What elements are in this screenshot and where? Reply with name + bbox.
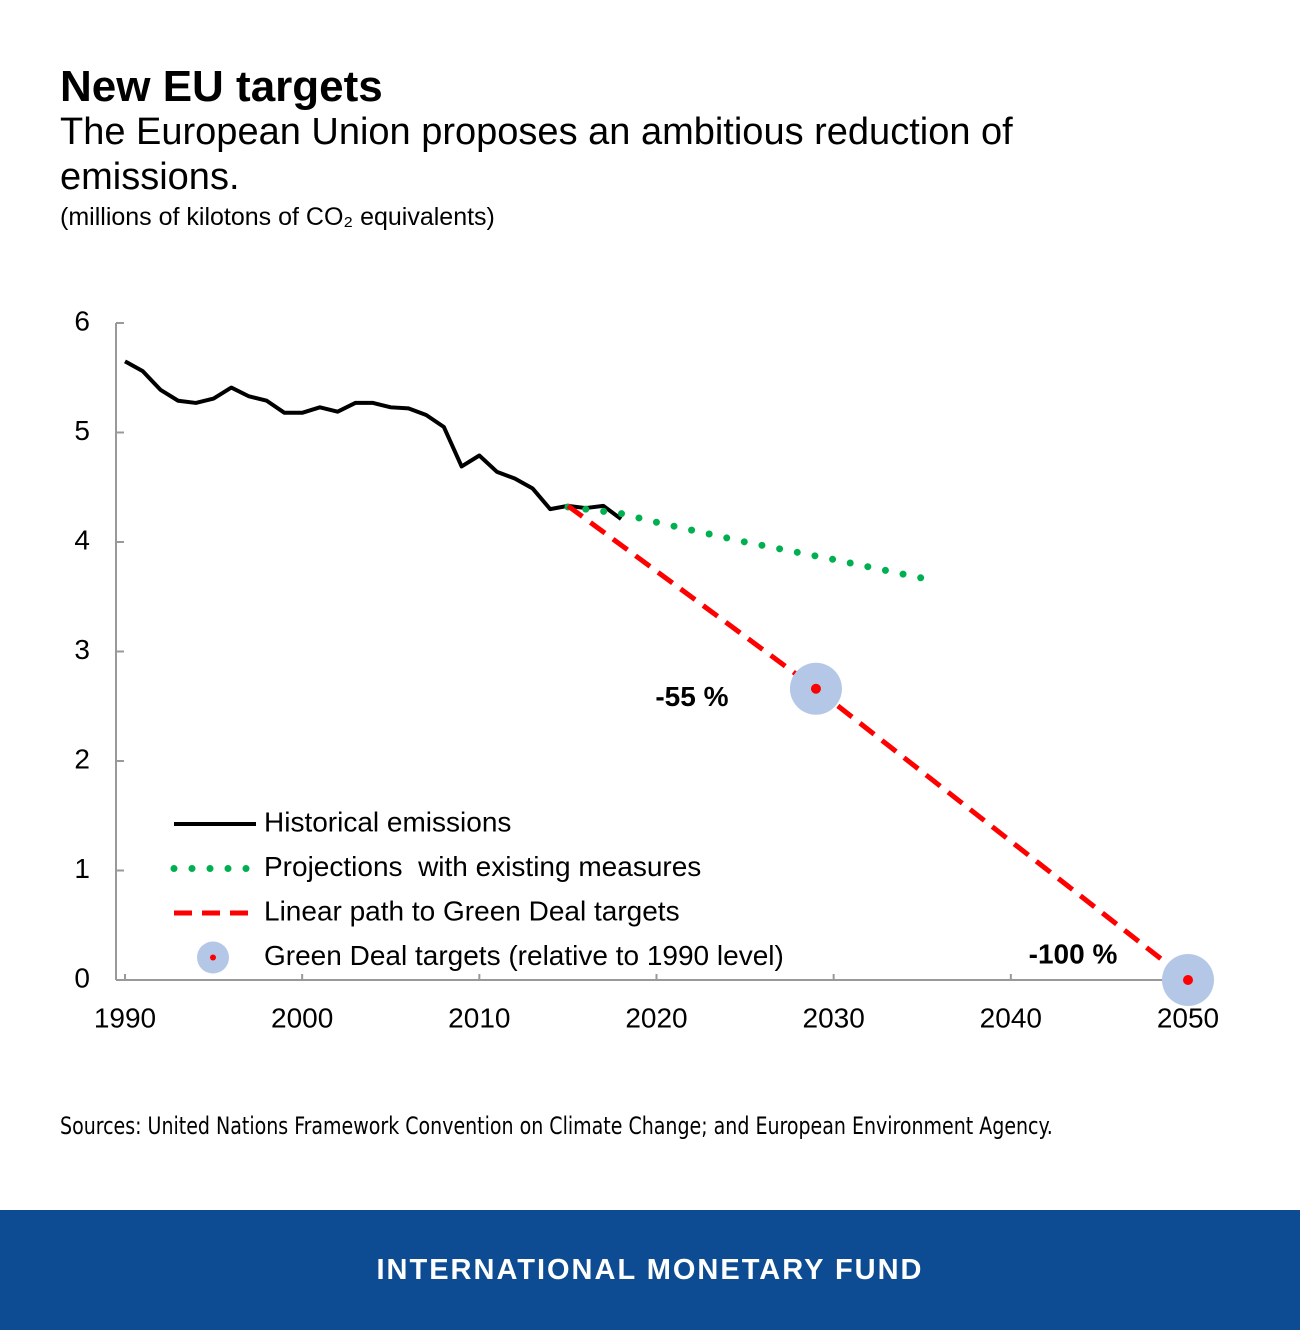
y-tick-label: 0 <box>74 962 90 993</box>
target-dot <box>810 683 821 694</box>
x-tick-label: 2040 <box>980 1002 1042 1033</box>
annotation: -100 % <box>1029 938 1118 969</box>
series-line <box>564 503 926 582</box>
x-tick-label: 2030 <box>803 1002 865 1033</box>
legend-marker-dot <box>210 954 216 961</box>
y-tick-label: 4 <box>74 524 90 555</box>
legend-label: Projections with existing measures <box>264 851 701 882</box>
y-tick-label: 2 <box>74 743 90 774</box>
y-tick-label: 1 <box>74 853 90 884</box>
chart-subtitle: The European Union proposes an ambitious… <box>60 111 1013 198</box>
x-tick-label: 2000 <box>271 1002 333 1033</box>
x-tick-label: 2050 <box>1157 1002 1219 1033</box>
target-dot <box>1183 975 1193 985</box>
y-tick-label: 3 <box>74 634 90 665</box>
chart-title: New EU targets <box>60 62 383 111</box>
legend-label: Linear path to Green Deal targets <box>264 895 680 926</box>
annotation: -55 % <box>655 681 728 712</box>
unit-label: (millions of kilotons of CO₂ equivalents… <box>60 203 495 231</box>
series-line <box>124 359 623 521</box>
y-tick-label: 5 <box>74 415 90 446</box>
x-tick-label: 2020 <box>625 1002 687 1033</box>
sources: Sources: United Nations Framework Conven… <box>60 1112 1053 1140</box>
legend-label: Historical emissions <box>264 806 511 837</box>
chart: 0 1 2 3 4 5 6 1990 2000 2010 2020 2030 2040 2050 -55 %… <box>74 305 1219 1033</box>
x-tick-label: 1990 <box>94 1002 156 1033</box>
legend-label: Green Deal targets (relative to 1990 lev… <box>264 940 784 971</box>
y-tick-label: 6 <box>74 305 90 336</box>
x-tick-label: 2010 <box>448 1002 510 1033</box>
footer: INTERNATIONAL MONETARY FUND <box>0 1210 1300 1330</box>
